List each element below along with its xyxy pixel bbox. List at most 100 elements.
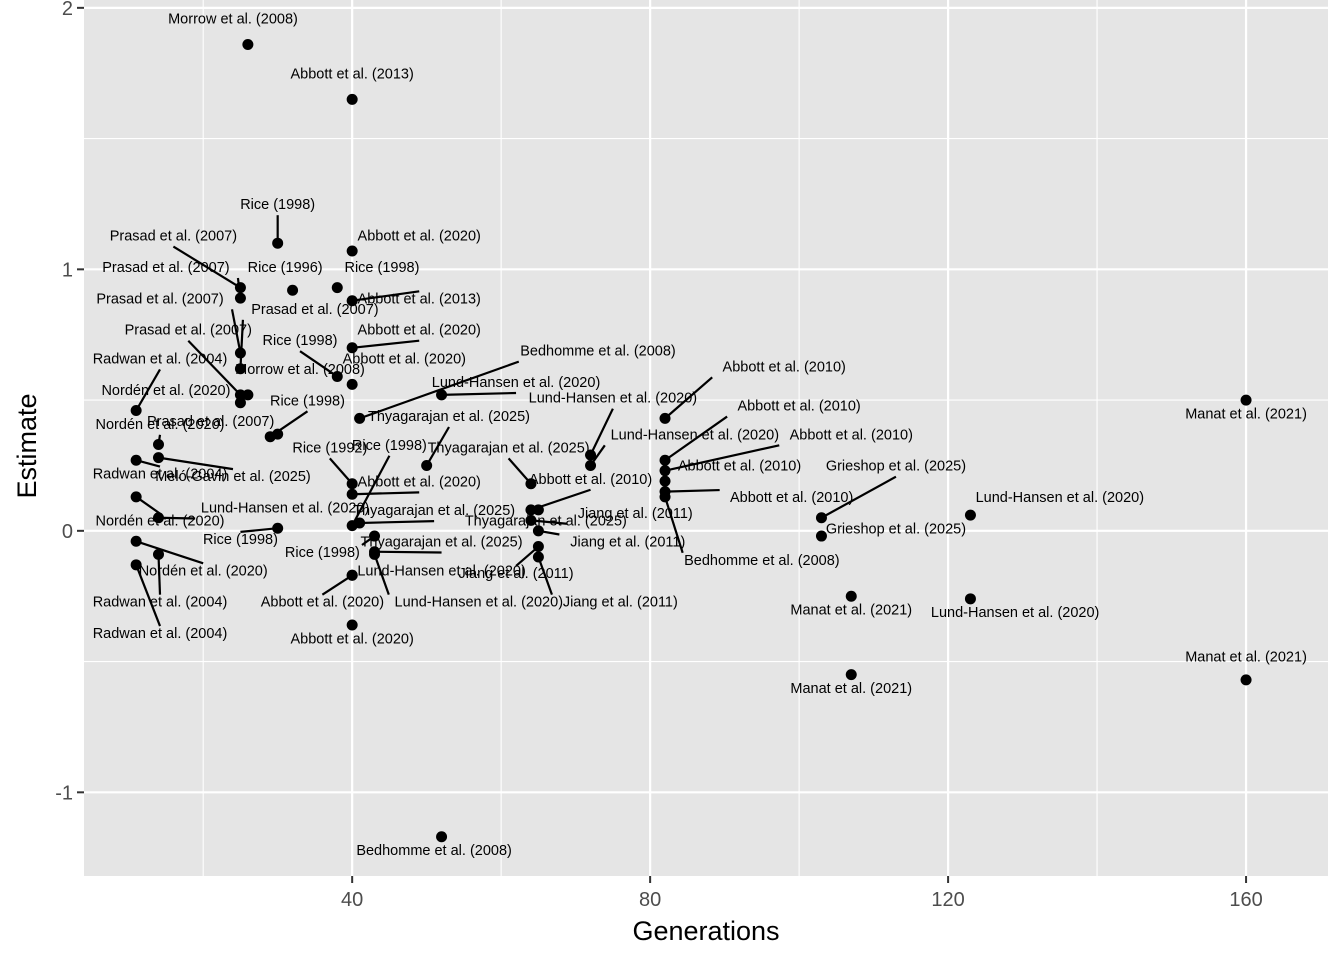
leader-line [663, 496, 684, 554]
data-point [346, 245, 358, 257]
data-point [346, 569, 358, 581]
point-label: Rice (1998) [263, 333, 338, 349]
major-gridlines [84, 0, 1328, 876]
data-point [130, 454, 142, 466]
leader-line [359, 520, 435, 525]
data-point [354, 517, 366, 529]
data-point [815, 512, 827, 524]
data-point [532, 504, 544, 516]
point-label: Abbott et al. (2010) [529, 472, 652, 488]
point-label: Lund-Hansen et al. (2020) [976, 490, 1144, 506]
point-label: Rice (1998) [240, 197, 315, 213]
data-point [152, 452, 164, 464]
data-point [234, 363, 246, 375]
leader-line [589, 408, 614, 456]
data-point [659, 465, 671, 477]
point-label: Radwan et al. (2004) [93, 467, 228, 483]
x-tick-label: 40 [341, 889, 363, 911]
data-point [234, 397, 246, 409]
data-point [964, 509, 976, 521]
leader-line [328, 457, 353, 485]
data-point [659, 475, 671, 487]
point-label: Abbott et al. (2010) [678, 459, 801, 475]
data-point [369, 530, 381, 542]
y-axis-title: Estimate [12, 393, 42, 498]
data-point [369, 548, 381, 560]
leader-line [240, 527, 278, 533]
point-label: Lund-Hansen et al. (2020) [529, 391, 697, 407]
point-label: Rice (1998) [352, 438, 427, 454]
point-label: Jiang et al. (2011) [578, 506, 693, 522]
data-point [421, 459, 433, 471]
point-label: Nordén et al. (2020) [139, 563, 268, 579]
leader-line [158, 516, 196, 520]
y-tick-label: 2 [62, 0, 73, 20]
point-label: Bedhomme et al. (2008) [356, 843, 512, 859]
data-point [130, 535, 142, 547]
point-label: Manat et al. (2021) [1185, 406, 1307, 422]
data-point [659, 491, 671, 503]
data-point [436, 389, 448, 401]
point-label: Abbott et al. (2020) [358, 474, 481, 490]
data-point [272, 237, 284, 249]
data-point [525, 514, 537, 526]
point-label: Thyagarajan et al. (2025) [361, 535, 523, 551]
point-label: Prasad et al. (2007) [125, 323, 252, 339]
data-point [346, 295, 358, 307]
point-label: Lund-Hansen et al. (2020) [432, 375, 600, 391]
label-leader-lines [135, 215, 897, 627]
data-points [130, 38, 1252, 843]
data-point [346, 619, 358, 631]
point-label: Rice (1998) [203, 532, 278, 548]
data-point [346, 93, 358, 105]
point-label: Jiang et al. (2011) [570, 535, 685, 551]
data-point [287, 284, 299, 296]
data-point [130, 405, 142, 417]
point-label: Rice (1996) [248, 260, 323, 276]
point-label: Prasad et al. (2007) [102, 260, 229, 276]
point-label: Nordén et al. (2020) [96, 514, 225, 530]
data-point [234, 282, 246, 294]
leader-line [352, 491, 420, 496]
point-label: Manat et al. (2021) [1185, 650, 1307, 666]
point-label: Abbott et al. (2020) [291, 631, 414, 647]
point-label: Abbott et al. (2020) [343, 351, 466, 367]
data-point [532, 551, 544, 563]
leader-line [135, 368, 161, 412]
data-point [585, 459, 597, 471]
point-label: Prasad et al. (2007) [110, 229, 237, 245]
data-point [234, 347, 246, 359]
leader-line [664, 415, 728, 462]
data-point [525, 478, 537, 490]
leader-line [664, 376, 713, 420]
data-point [346, 378, 358, 390]
x-tick-label: 120 [931, 889, 964, 911]
point-label: Abbott et al. (2020) [358, 323, 481, 339]
point-label: Radwan et al. (2004) [93, 351, 228, 367]
point-labels: Morrow et al. (2008) Abbott et al. (2013)… [93, 12, 1307, 860]
data-point [815, 530, 827, 542]
point-label: Bedhomme et al. (2008) [520, 344, 676, 360]
point-label: Radwan et al. (2004) [93, 595, 228, 611]
point-label: Morrow et al. (2008) [235, 362, 365, 378]
point-label: Rice (1998) [344, 260, 419, 276]
data-point [346, 488, 358, 500]
leader-line [135, 564, 162, 627]
data-point [346, 478, 358, 490]
leader-line [820, 475, 897, 519]
y-tick-label: 1 [62, 259, 73, 281]
data-point [532, 525, 544, 537]
point-label: Manat et al. (2021) [790, 681, 912, 697]
leader-line [352, 290, 420, 302]
leader-line [158, 456, 234, 471]
point-label: Manat et al. (2021) [790, 603, 912, 619]
leader-line [299, 350, 338, 378]
leader-line [441, 391, 517, 396]
plot-panel [84, 0, 1328, 876]
data-point [964, 593, 976, 605]
leader-line [425, 426, 450, 467]
data-point [152, 548, 164, 560]
point-label: Lund-Hansen et al. (2020) [395, 595, 563, 611]
data-point [532, 541, 544, 553]
